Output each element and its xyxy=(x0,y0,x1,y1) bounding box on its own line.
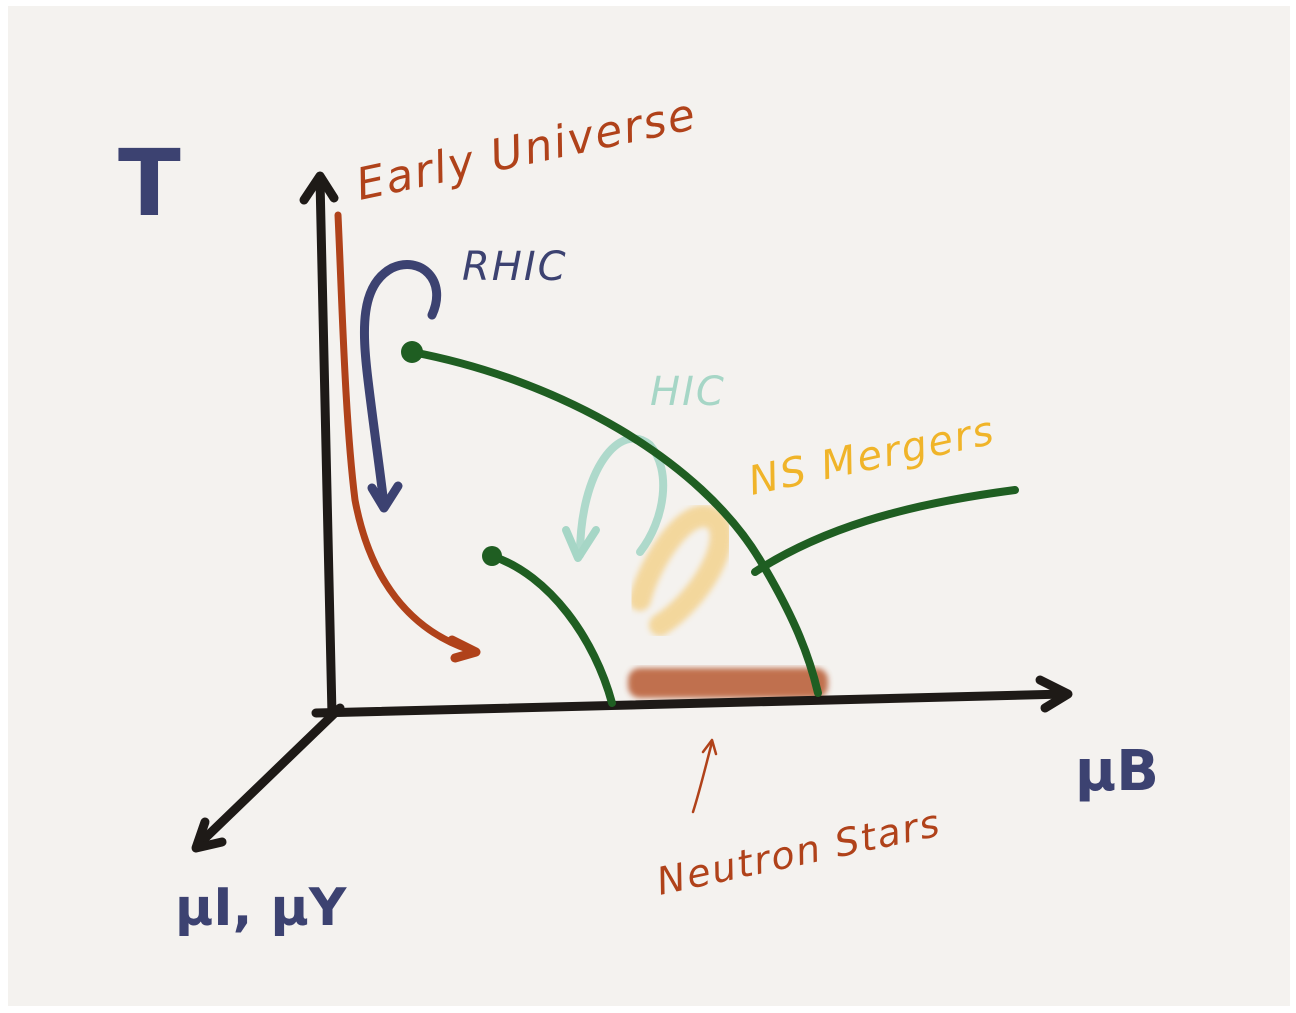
merger-region xyxy=(629,505,732,636)
canvas xyxy=(8,6,1290,1006)
hic-arrow xyxy=(562,526,600,562)
neutron-star-band xyxy=(628,668,828,698)
liquid-gas-boundary xyxy=(488,552,616,707)
hic-label: HIC xyxy=(650,369,726,415)
t-axis-label: T xyxy=(118,130,181,237)
mui-axis-label: μI, μY xyxy=(175,878,348,938)
phase-boundary xyxy=(408,348,822,697)
critical-point xyxy=(401,341,423,363)
early-universe-path xyxy=(334,211,474,654)
t-axis xyxy=(315,175,337,720)
rhic-label: RHIC xyxy=(462,244,568,290)
mub-axis-label: μB xyxy=(1075,739,1159,804)
t-axis-arrow xyxy=(299,171,339,205)
critical-point xyxy=(482,546,502,566)
color-superconductor-boundary xyxy=(751,486,1019,576)
mub-axis xyxy=(311,689,1070,718)
early-universe-arrow xyxy=(447,635,481,663)
neutron-star-pointer-head xyxy=(701,738,718,756)
mui-axis-arrow xyxy=(191,817,227,853)
rhic-arrow xyxy=(367,481,403,513)
mub-axis-arrow xyxy=(1035,675,1073,713)
rhic-path xyxy=(359,260,442,510)
neutron-star-pointer xyxy=(691,740,714,814)
mui-axis xyxy=(193,703,345,850)
